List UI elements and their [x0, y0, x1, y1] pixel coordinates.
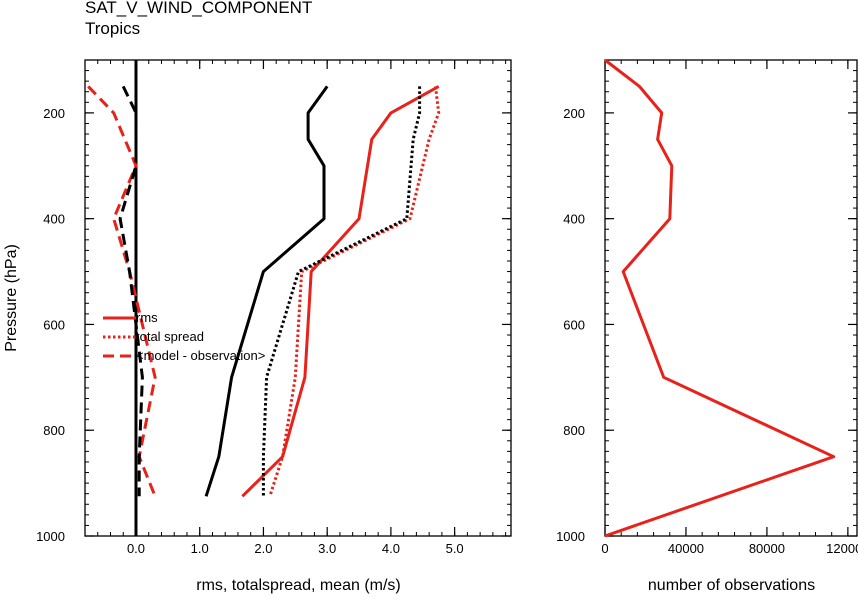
series-line-0 [604, 58, 836, 538]
y-tick-label: 400 [563, 212, 585, 227]
profile-panel: 0.0 1.0 2.0 3.0 4.0 5.0 200 400 600 800 1000 rms, t… [3, 59, 512, 594]
x-tick-label: 0 [601, 541, 608, 556]
legend-label: rms [136, 310, 158, 325]
legend: rms total spread <model - observation> [103, 310, 265, 363]
plot-frame [84, 59, 512, 537]
y-tick-label: 1000 [556, 529, 585, 544]
y-tick-label: 800 [43, 423, 65, 438]
x-tick-label: 2.0 [254, 541, 272, 556]
x-tick-label: 0.0 [127, 541, 145, 556]
chart-title: SAT_V_WIND_COMPONENT [85, 0, 313, 17]
y-tick-label: 600 [563, 317, 585, 332]
y-tick-label: 1000 [36, 529, 65, 544]
x-tick-label: 4.0 [382, 541, 400, 556]
plot-frame [604, 59, 858, 537]
y-tick-label: 400 [43, 212, 65, 227]
y-axis-label: Pressure (hPa) [3, 244, 20, 352]
series-line-model-observation [87, 85, 157, 497]
y-tick-label: 600 [43, 317, 65, 332]
y-tick-label: 800 [563, 423, 585, 438]
series-line-4 [261, 86, 422, 497]
y-tick-label: 200 [563, 106, 585, 121]
legend-label: total spread [136, 329, 204, 344]
x-tick-label: 40000 [668, 541, 704, 556]
x-tick-label: 1.0 [191, 541, 209, 556]
x-tick-label: 120000 [826, 541, 858, 556]
series-line-3 [204, 85, 329, 497]
x-tick-label: 80000 [749, 541, 785, 556]
series-line-5 [118, 85, 144, 497]
legend-label: <model - observation> [136, 348, 265, 363]
x-tick-label: 5.0 [446, 541, 464, 556]
y-tick-label: 200 [43, 106, 65, 121]
title-block: SAT_V_WIND_COMPONENT Tropics [85, 0, 312, 39]
x-axis-label: number of observations [648, 577, 815, 594]
x-tick-label: 3.0 [318, 541, 336, 556]
x-axis-label: rms, totalspread, mean (m/s) [196, 577, 401, 594]
observation-count-panel: 0 40000 80000 120000 200 400 600 800 1000 number … [556, 58, 858, 594]
series-line-rms [241, 85, 440, 498]
chart-subtitle: Tropics [85, 19, 141, 38]
